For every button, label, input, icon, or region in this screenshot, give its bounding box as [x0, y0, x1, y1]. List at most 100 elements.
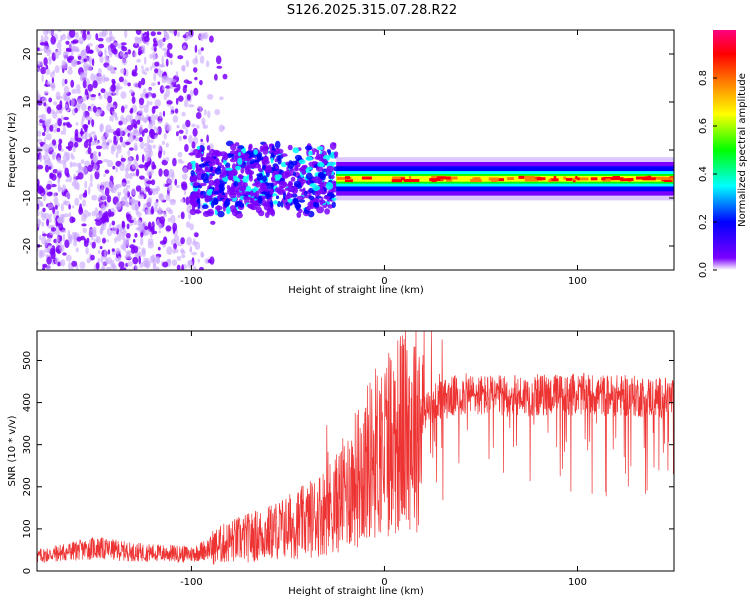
noise-speck [167, 179, 173, 184]
snr-x-tick-label: 100 [568, 577, 587, 588]
emerging-speck [262, 202, 267, 207]
emerging-speck [196, 145, 200, 150]
noise-speck [60, 64, 64, 70]
emerging-speck [235, 212, 243, 219]
emerging-speck [257, 163, 261, 172]
emerging-speck [327, 151, 331, 155]
noise-speck [139, 141, 145, 150]
emerging-speck [281, 171, 290, 179]
noise-speck [62, 252, 67, 256]
noise-speck [185, 221, 191, 229]
noise-speck [181, 65, 186, 72]
signal-hotspot [659, 176, 674, 180]
noise-speck [126, 223, 130, 230]
noise-speck [49, 172, 53, 180]
emerging-speck [262, 159, 270, 165]
noise-speck [57, 118, 62, 127]
emerging-speck [269, 188, 274, 195]
signal-hotspot [345, 176, 350, 180]
noise-speck [181, 111, 186, 117]
emerging-speck [253, 149, 258, 155]
spectrogram-x-tick-label: 0 [381, 276, 387, 287]
noise-speck [101, 222, 104, 232]
noise-speck [176, 256, 182, 261]
emerging-speck [228, 174, 232, 181]
noise-speck [180, 199, 185, 203]
noise-speck [39, 234, 42, 241]
noise-speck [91, 241, 96, 249]
signal-hotspot [518, 175, 525, 179]
noise-speck [37, 153, 40, 161]
noise-speck [148, 221, 152, 229]
noise-speck [141, 247, 146, 255]
noise-speck [176, 184, 180, 188]
noise-speck [88, 50, 94, 54]
signal-hotspot [536, 177, 546, 181]
noise-speck [71, 61, 76, 67]
noise-speck [116, 144, 122, 150]
noise-speck [43, 57, 48, 66]
noise-speck [143, 71, 148, 76]
noise-speck [126, 180, 131, 184]
noise-speck [156, 39, 162, 45]
noise-speck [124, 255, 129, 259]
noise-speck [109, 30, 113, 35]
noise-speck [169, 199, 176, 203]
noise-speck [141, 129, 145, 137]
emerging-speck [319, 199, 326, 204]
noise-speck [113, 184, 119, 191]
noise-speck [139, 175, 145, 180]
noise-speck [131, 96, 136, 104]
emerging-speck [202, 157, 211, 162]
noise-speck [154, 99, 161, 107]
noise-speck [43, 143, 50, 152]
emerging-speck [265, 165, 272, 173]
noise-speck [182, 135, 187, 140]
emerging-speck [206, 208, 215, 217]
noise-speck [135, 185, 142, 192]
emerging-speck [190, 160, 196, 165]
noise-speck [184, 84, 188, 89]
noise-speck [71, 217, 76, 223]
signal-hotspot [563, 176, 566, 180]
noise-speck [74, 107, 78, 114]
noise-speck [152, 164, 157, 170]
emerging-speck [246, 161, 250, 166]
noise-speck [204, 109, 207, 116]
noise-speck [144, 67, 150, 72]
noise-speck [97, 37, 104, 42]
noise-speck [37, 185, 44, 195]
noise-speck [175, 71, 179, 78]
noise-speck [69, 161, 73, 168]
noise-speck [95, 145, 103, 150]
signal-hotspot [472, 177, 479, 181]
emerging-speck [315, 165, 324, 172]
emerging-speck [323, 195, 330, 200]
noise-speck [120, 157, 126, 162]
noise-speck [46, 106, 52, 114]
noise-speck [144, 162, 150, 168]
noise-speck [154, 201, 159, 208]
noise-speck [207, 110, 211, 119]
noise-speck [158, 230, 161, 234]
noise-speck [159, 111, 163, 119]
noise-speck [162, 85, 165, 91]
noise-speck [126, 252, 130, 257]
noise-speck [84, 160, 91, 167]
noise-speck [126, 261, 133, 267]
noise-speck [134, 64, 138, 73]
spectrogram-x-axis-label: Height of straight line (km) [288, 285, 424, 296]
emerging-speck [276, 189, 283, 194]
noise-speck [150, 114, 156, 124]
noise-speck [80, 103, 87, 111]
noise-speck [87, 212, 92, 217]
noise-speck [37, 60, 43, 66]
noise-speck [134, 232, 138, 238]
signal-hotspot [663, 179, 673, 182]
noise-speck [42, 263, 48, 268]
noise-speck [91, 119, 95, 128]
emerging-speck [242, 182, 248, 188]
noise-speck [88, 141, 92, 148]
noise-speck [195, 112, 202, 119]
noise-speck [135, 30, 142, 36]
